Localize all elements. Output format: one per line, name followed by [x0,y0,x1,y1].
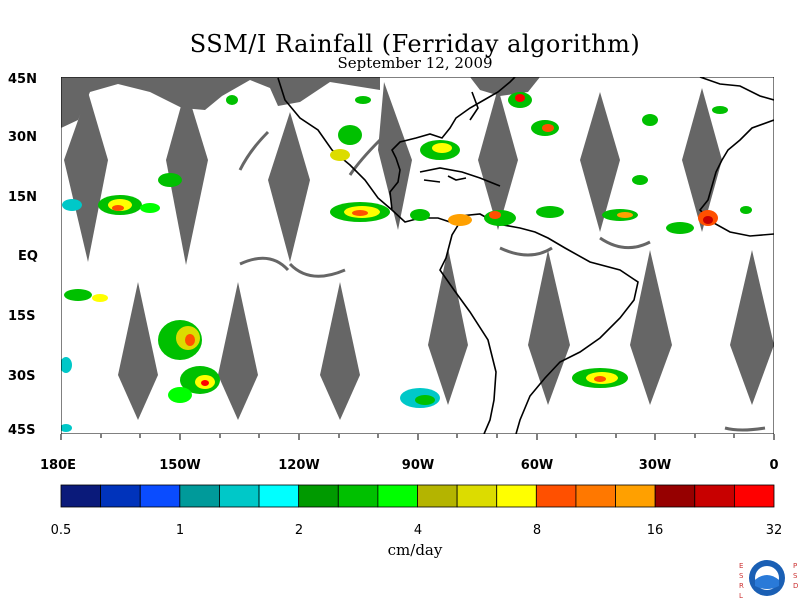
svg-text:S: S [739,572,744,580]
colorbar-swatch [496,484,537,508]
colorbar-swatch [100,484,141,508]
colorbar-swatch [337,484,379,508]
lat-label-eq: EQ [18,249,38,264]
colorbar-tick-4: 4 [413,523,423,538]
colorbar-swatch [377,484,418,508]
colorbar [60,484,775,508]
lon-label-60w: 60W [520,458,554,473]
svg-text:R: R [739,582,744,590]
svg-text:D: D [793,582,798,590]
swath-gaps [64,82,774,420]
lon-label-90w: 90W [401,458,435,473]
colorbar-swatch [535,484,577,508]
svg-text:S: S [793,572,798,580]
map-title: SSM/I Rainfall (Ferriday algorithm) [189,30,641,58]
colorbar-swatch [298,484,339,508]
colorbar-swatch [615,484,656,508]
colorbar-swatch [219,484,260,508]
lon-label-0: 0 [769,458,779,473]
map-subtitle: September 12, 2009 [337,54,493,72]
colorbar-tick-8: 8 [532,523,542,538]
lat-label-45n: 45N [8,72,37,87]
colorbar-swatch [179,484,220,508]
lat-label-15s: 15S [8,309,36,324]
colorbar-swatch [456,484,498,508]
colorbar-swatch [258,484,300,508]
colorbar-swatch [733,484,775,508]
rain-cells [61,92,752,432]
lon-label-150w: 150W [159,458,201,473]
colorbar-swatch [654,484,696,508]
swath-arcs [182,77,766,432]
noaa-logo: E S R L P S D [739,560,798,600]
axis-ticks [60,434,775,440]
colorbar-swatch [575,484,616,508]
colorbar-tick-1: 1 [175,523,185,538]
colorbar-swatch [139,484,181,508]
lon-label-30w: 30W [638,458,672,473]
colorbar-swatch [417,484,458,508]
coastlines [277,77,774,434]
lat-label-30n: 30N [8,130,37,145]
colorbar-tick-2: 2 [294,523,304,538]
svg-text:P: P [793,562,797,570]
lon-label-180e: 180E [39,458,77,473]
colorbar-unit: cm/day [387,541,443,559]
lat-label-45s: 45S [8,423,36,438]
lon-label-120w: 120W [278,458,320,473]
colorbar-tick-16: 16 [646,523,664,538]
colorbar-swatch [60,484,102,508]
lat-label-30s: 30S [8,369,36,384]
colorbar-swatch [694,484,735,508]
lat-label-15n: 15N [8,190,37,205]
colorbar-tick-32: 32 [765,523,783,538]
colorbar-tick-05: 0.5 [50,523,72,538]
svg-text:L: L [739,592,743,600]
svg-text:E: E [739,562,743,570]
